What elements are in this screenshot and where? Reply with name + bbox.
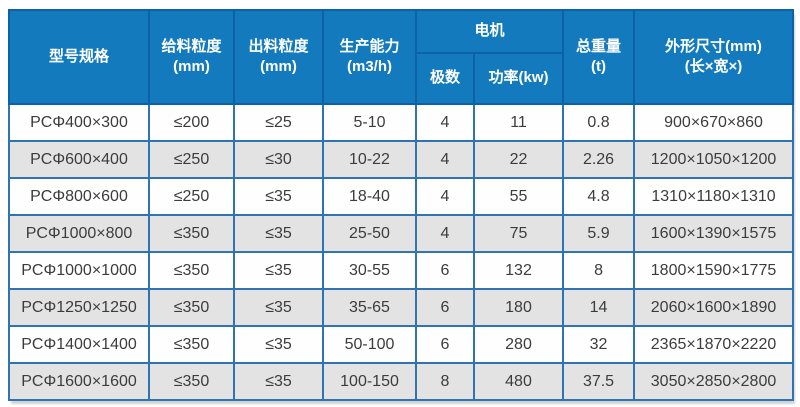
cell-total-weight: 37.5 [562, 362, 636, 401]
header-motor-power: 功率(kw) [472, 52, 565, 105]
cell-dimensions: 3050×2850×2800 [633, 362, 795, 401]
cell-model: PCΦ600×400 [8, 140, 150, 179]
cell-motor-power: 180 [472, 288, 565, 327]
cell-motor-power: 132 [472, 251, 565, 290]
header-dimensions: 外形尺寸(mm) (长×宽×) [633, 9, 795, 105]
cell-motor-power: 22 [472, 140, 565, 179]
cell-discharge-size: ≤35 [233, 177, 324, 216]
cell-capacity: 5-10 [322, 103, 417, 142]
header-motor-group: 电机 [414, 9, 565, 54]
cell-motor-poles: 6 [415, 251, 475, 290]
cell-feed-size: ≤250 [148, 140, 235, 179]
header-feed-size: 给料粒度 (mm) [148, 9, 235, 105]
table-row: PCΦ1000×1000 ≤350 ≤35 30-55 6 132 8 1800×1590×1… [8, 251, 795, 290]
table-row: PCΦ1400×1400 ≤350 ≤35 50-100 6 280 32 2365×1870… [8, 325, 795, 364]
cell-model: PCΦ1000×1000 [8, 251, 150, 290]
cell-capacity: 35-65 [322, 288, 417, 327]
cell-model: PCΦ1400×1400 [8, 325, 150, 364]
cell-dimensions: 1800×1590×1775 [633, 251, 795, 290]
cell-capacity: 50-100 [322, 325, 417, 364]
cell-total-weight: 8 [562, 251, 636, 290]
header-model: 型号规格 [8, 9, 150, 105]
cell-feed-size: ≤350 [148, 362, 235, 401]
table-row: PCΦ600×400 ≤250 ≤30 10-22 4 22 2.26 1200×1050×1… [8, 140, 795, 179]
cell-feed-size: ≤350 [148, 214, 235, 253]
cell-discharge-size: ≤30 [233, 140, 324, 179]
table-row: PCΦ800×600 ≤250 ≤35 18-40 4 55 4.8 1310×1180×13… [8, 177, 795, 216]
cell-discharge-size: ≤35 [233, 214, 324, 253]
cell-capacity: 30-55 [322, 251, 417, 290]
cell-feed-size: ≤350 [148, 251, 235, 290]
cell-discharge-size: ≤35 [233, 362, 324, 401]
cell-model: PCΦ1600×1600 [8, 362, 150, 401]
crusher-spec-table: 型号规格 给料粒度 (mm) 出料粒度 (mm) 生产能力 (m3/h) 电机 … [8, 9, 795, 401]
cell-motor-poles: 6 [415, 288, 475, 327]
cell-feed-size: ≤350 [148, 325, 235, 364]
cell-motor-power: 280 [472, 325, 565, 364]
cell-motor-poles: 4 [415, 103, 475, 142]
cell-motor-power: 75 [472, 214, 565, 253]
cell-model: PCΦ1250×1250 [8, 288, 150, 327]
header-motor-poles: 极数 [415, 52, 475, 105]
cell-motor-power: 480 [472, 362, 565, 401]
table-row: PCΦ1250×1250 ≤350 ≤35 35-65 6 180 14 2060×1600×… [8, 288, 795, 327]
table-row: PCΦ400×300 ≤200 ≤25 5-10 4 11 0.8 900×670×860 [8, 103, 795, 142]
cell-motor-poles: 6 [415, 325, 475, 364]
cell-discharge-size: ≤25 [233, 103, 324, 142]
cell-dimensions: 2060×1600×1890 [633, 288, 795, 327]
cell-model: PCΦ1000×800 [8, 214, 150, 253]
cell-capacity: 25-50 [322, 214, 417, 253]
cell-motor-power: 55 [472, 177, 565, 216]
header-model-label: 型号规格 [48, 47, 109, 65]
cell-discharge-size: ≤35 [233, 325, 324, 364]
cell-total-weight: 0.8 [562, 103, 636, 142]
cell-motor-poles: 4 [415, 214, 475, 253]
cell-capacity: 18-40 [322, 177, 417, 216]
header-discharge-size: 出料粒度 (mm) [233, 9, 324, 105]
cell-capacity: 100-150 [322, 362, 417, 401]
cell-motor-power: 11 [472, 103, 565, 142]
cell-total-weight: 32 [562, 325, 636, 364]
table-row: PCΦ1000×800 ≤350 ≤35 25-50 4 75 5.9 1600×1390×1… [8, 214, 795, 253]
cell-dimensions: 1600×1390×1575 [633, 214, 795, 253]
cell-motor-poles: 4 [415, 140, 475, 179]
cell-total-weight: 4.8 [562, 177, 636, 216]
spec-table-body: PCΦ400×300 ≤200 ≤25 5-10 4 11 0.8 900×670×860 PC… [8, 103, 795, 401]
cell-feed-size: ≤250 [148, 177, 235, 216]
cell-dimensions: 1200×1050×1200 [633, 140, 795, 179]
cell-capacity: 10-22 [322, 140, 417, 179]
cell-total-weight: 2.26 [562, 140, 636, 179]
cell-dimensions: 2365×1870×2220 [633, 325, 795, 364]
table-header: 型号规格 给料粒度 (mm) 出料粒度 (mm) 生产能力 (m3/h) 电机 … [8, 9, 795, 105]
cell-discharge-size: ≤35 [233, 288, 324, 327]
cell-feed-size: ≤200 [148, 103, 235, 142]
header-total-weight: 总重量 (t) [562, 9, 636, 105]
cell-total-weight: 14 [562, 288, 636, 327]
cell-discharge-size: ≤35 [233, 251, 324, 290]
cell-motor-poles: 8 [415, 362, 475, 401]
cell-dimensions: 900×670×860 [633, 103, 795, 142]
cell-model: PCΦ400×300 [8, 103, 150, 142]
cell-model: PCΦ800×600 [8, 177, 150, 216]
cell-total-weight: 5.9 [562, 214, 636, 253]
cell-feed-size: ≤350 [148, 288, 235, 327]
header-capacity: 生产能力 (m3/h) [322, 9, 417, 105]
cell-motor-poles: 4 [415, 177, 475, 216]
table-row: PCΦ1600×1600 ≤350 ≤35 100-150 8 480 37.5 3050×2… [8, 362, 795, 401]
cell-dimensions: 1310×1180×1310 [633, 177, 795, 216]
